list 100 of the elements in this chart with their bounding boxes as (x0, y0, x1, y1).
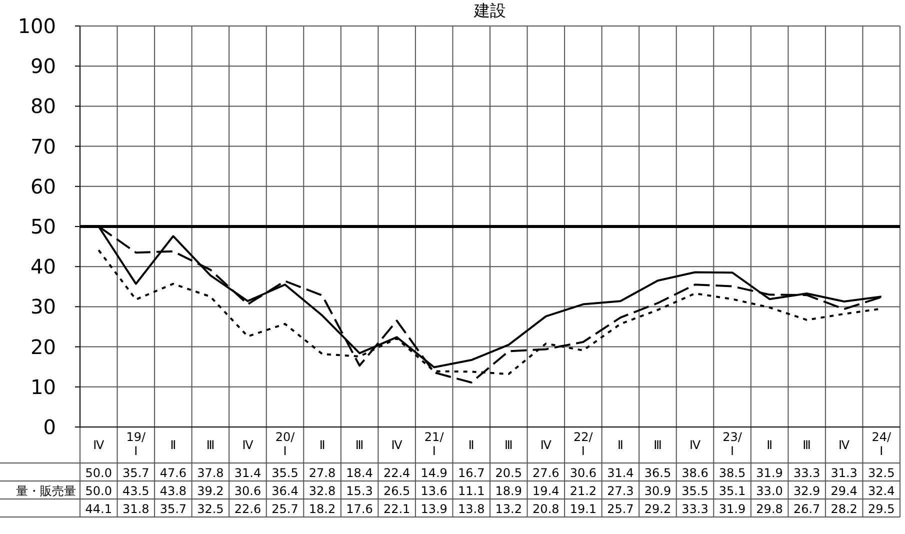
data-label: 29.8 (756, 502, 783, 516)
x-tick-label: Ⅳ (391, 438, 402, 452)
data-label: 18.9 (495, 484, 522, 498)
data-label: 26.7 (793, 502, 820, 516)
y-tick-label: 60 (30, 174, 56, 198)
y-tick-label: 40 (30, 254, 56, 279)
y-tick-label: 70 (30, 134, 56, 158)
x-tick-label: Ⅳ (838, 438, 850, 452)
data-label: 14.9 (420, 466, 448, 480)
data-label: 18.4 (346, 466, 373, 480)
data-label: 35.7 (122, 466, 150, 480)
data-label: 27.3 (607, 484, 634, 498)
data-label: 31.8 (122, 502, 150, 516)
data-label: 20.5 (495, 466, 522, 480)
data-label: 22.4 (383, 466, 410, 480)
x-tick-label: 20/ Ⅰ (275, 430, 296, 458)
x-tick-label: Ⅱ (618, 438, 624, 452)
data-label: 21.2 (570, 484, 597, 498)
x-tick-label: Ⅲ (355, 438, 364, 452)
data-label: 20.8 (532, 502, 560, 516)
data-label: 38.5 (718, 466, 746, 480)
data-label: 18.2 (308, 502, 336, 516)
data-label: 38.6 (682, 466, 708, 480)
data-label: 36.5 (644, 466, 672, 480)
data-label: 13.8 (458, 502, 485, 516)
data-label: 15.3 (346, 484, 373, 498)
x-tick-label: 19/ Ⅰ (126, 430, 147, 458)
y-tick-label: 90 (30, 54, 56, 78)
data-label: 32.5 (197, 502, 224, 516)
x-tick-label: Ⅱ (170, 438, 176, 452)
chart-title: 建設 (473, 1, 506, 20)
data-label: 35.7 (160, 502, 187, 516)
x-tick-label: Ⅳ (540, 438, 552, 452)
y-tick-label: 80 (30, 94, 56, 118)
x-tick-label: Ⅲ (504, 438, 513, 452)
x-tick-label: Ⅱ (766, 438, 772, 452)
y-tick-label: 10 (30, 374, 56, 399)
data-label: 27.6 (532, 466, 560, 480)
data-label: 32.4 (868, 484, 895, 498)
data-label: 50.0 (85, 466, 112, 480)
data-label: 31.9 (718, 502, 746, 516)
data-label: 33.0 (756, 484, 783, 498)
data-label: 50.0 (85, 484, 112, 498)
data-label: 29.4 (830, 484, 858, 498)
data-label: 32.5 (868, 466, 895, 480)
data-label: 30.6 (570, 466, 597, 480)
data-label: 29.2 (644, 502, 672, 516)
data-label: 22.1 (383, 502, 410, 516)
data-label: 19.1 (570, 502, 597, 516)
data-label: 13.9 (420, 502, 448, 516)
data-label: 30.6 (234, 484, 262, 498)
x-tick-label: Ⅳ (689, 438, 701, 452)
data-label: 37.8 (197, 466, 224, 480)
y-tick-label: 30 (30, 294, 56, 319)
data-label: 19.4 (532, 484, 560, 498)
data-label: 35.1 (718, 484, 746, 498)
data-label: 17.6 (346, 502, 373, 516)
data-label: 16.7 (458, 466, 485, 480)
data-label: 11.1 (458, 484, 485, 498)
x-tick-label: Ⅲ (802, 438, 811, 452)
data-label: 35.5 (682, 484, 708, 498)
data-label: 13.6 (420, 484, 448, 498)
data-label: 31.4 (234, 466, 262, 480)
data-label: 27.8 (308, 466, 336, 480)
data-label: 33.3 (682, 502, 708, 516)
x-tick-label: Ⅲ (654, 438, 662, 452)
data-label: 35.5 (272, 466, 298, 480)
data-label: 32.8 (308, 484, 336, 498)
data-label: 32.9 (793, 484, 820, 498)
y-tick-label: 0 (43, 415, 56, 439)
text: 量・販売量 (16, 484, 76, 498)
data-label: 26.5 (383, 484, 410, 498)
data-label: 13.2 (495, 502, 522, 516)
data-label: 31.3 (830, 466, 858, 480)
data-label: 30.9 (644, 484, 672, 498)
x-tick-label: 24/ Ⅰ (872, 430, 892, 458)
data-label: 25.7 (607, 502, 634, 516)
x-tick-label: 23/ Ⅰ (722, 430, 743, 458)
data-label: 39.2 (197, 484, 224, 498)
data-label: 31.9 (756, 466, 783, 480)
data-label: 43.5 (122, 484, 150, 498)
data-label: 25.7 (272, 502, 298, 516)
data-label: 44.1 (85, 502, 112, 516)
data-label: 33.3 (793, 466, 820, 480)
data-label: 29.5 (868, 502, 895, 516)
data-label: 36.4 (272, 484, 298, 498)
data-label: 31.4 (607, 466, 634, 480)
x-tick-label: Ⅱ (468, 438, 474, 452)
x-tick-label: Ⅳ (93, 438, 104, 452)
data-label: 43.8 (160, 484, 187, 498)
data-label: 47.6 (160, 466, 187, 480)
x-tick-label: 21/ Ⅰ (424, 430, 445, 458)
x-tick-label: Ⅲ (206, 438, 215, 452)
y-tick-label: 100 (18, 14, 56, 38)
data-label: 28.2 (830, 502, 858, 516)
data-label: 22.6 (234, 502, 262, 516)
x-tick-label: Ⅱ (319, 438, 326, 452)
y-tick-label: 20 (30, 334, 56, 359)
x-tick-label: 22/ Ⅰ (574, 430, 594, 458)
y-tick-label: 50 (30, 214, 56, 238)
